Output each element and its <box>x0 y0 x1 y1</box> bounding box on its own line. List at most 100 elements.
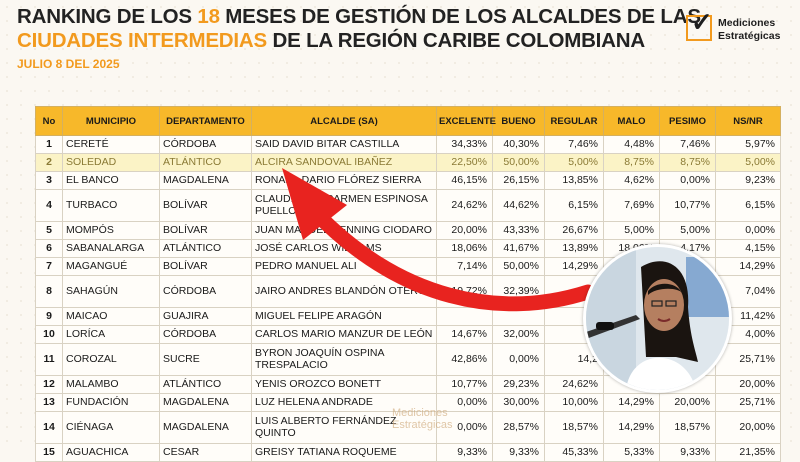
cell-no: 11 <box>35 343 63 376</box>
cell-b: 44,62% <box>492 189 545 222</box>
table-row: 15 AGUACHICA CESAR GREISY TATIANA ROQUEME 9,… <box>35 443 781 462</box>
cell-mun: LORÍCA <box>62 325 160 344</box>
cell-r: 45,33% <box>544 443 604 462</box>
cell-no: 2 <box>35 153 63 172</box>
cell-ns: 5,00% <box>715 153 781 172</box>
cell-no: 13 <box>35 393 63 412</box>
cell-dep: BOLÍVAR <box>159 189 252 222</box>
cell-mun: MOMPÓS <box>62 221 160 240</box>
cell-b: 40,30% <box>492 135 545 154</box>
cell-alc: CARLOS MARIO MANZUR DE LEÓN <box>251 325 437 344</box>
cell-alc: JAIRO ANDRES BLANDÓN OTERO <box>251 275 437 308</box>
checkbox-icon <box>686 15 712 41</box>
cell-mun: COROZAL <box>62 343 160 376</box>
cell-no: 10 <box>35 325 63 344</box>
cell-e: 18,06% <box>436 239 493 258</box>
column-header: REGULAR <box>544 106 604 136</box>
watermark: Mediciones Estratégicas <box>392 407 453 431</box>
cell-mun: SOLEDAD <box>62 153 160 172</box>
cell-e: 14,67% <box>436 325 493 344</box>
cell-dep: MAGDALENA <box>159 393 252 412</box>
cell-b: 28,57% <box>492 411 545 444</box>
cell-r: 13,89% <box>544 239 604 258</box>
cell-alc: MIGUEL FELIPE ARAGÓN <box>251 307 437 326</box>
cell-alc: CLAUDIA DEL CARMEN ESPINOSA PUELLO <box>251 189 437 222</box>
cell-m: 4,48% <box>603 135 660 154</box>
cell-alc: RONALD DARIO FLÓREZ SIERRA <box>251 171 437 190</box>
cell-m: 4,62% <box>603 171 660 190</box>
cell-ns: 4,00% <box>715 325 781 344</box>
column-header: BUENO <box>492 106 545 136</box>
cell-e: 42,86% <box>436 343 493 376</box>
column-header: NS/NR <box>715 106 781 136</box>
cell-b: 43,33% <box>492 221 545 240</box>
title-line-1: RANKING DE LOS 18 MESES DE GESTIÓN DE LO… <box>17 5 701 28</box>
cell-e: 0,00% <box>436 411 493 444</box>
cell-p: 0,00% <box>659 171 716 190</box>
cell-ns: 0,00% <box>715 221 781 240</box>
cell-mun: EL BANCO <box>62 171 160 190</box>
cell-p: 20,00% <box>659 393 716 412</box>
cell-ns: 5,97% <box>715 135 781 154</box>
column-header: EXCELENTE <box>436 106 496 136</box>
cell-alc: ALCIRA SANDOVAL IBAÑEZ <box>251 153 437 172</box>
table-row: 5 MOMPÓS BOLÍVAR JUAN MANUEL HENNING CIODAR… <box>35 221 781 240</box>
table-row: 14 CIÉNAGA MAGDALENA LUIS ALBERTO FERNÁNDEZ… <box>35 411 781 444</box>
cell-ns: 6,15% <box>715 189 781 222</box>
cell-b: 50,00% <box>492 257 545 276</box>
cell-no: 12 <box>35 375 63 394</box>
cell-r: 26,67% <box>544 221 604 240</box>
cell-dep: BOLÍVAR <box>159 221 252 240</box>
cell-e: 20,00% <box>436 221 493 240</box>
cell-b: 9,33% <box>492 443 545 462</box>
cell-r: 7,46% <box>544 135 604 154</box>
cell-dep: SUCRE <box>159 343 252 376</box>
cell-p: 8,75% <box>659 153 716 172</box>
cell-dep: ATLÁNTICO <box>159 375 252 394</box>
cell-r: 18,57% <box>544 411 604 444</box>
table-row: 2 SOLEDAD ATLÁNTICO ALCIRA SANDOVAL IBAÑEZ 2… <box>35 153 781 172</box>
header: RANKING DE LOS 18 MESES DE GESTIÓN DE LO… <box>17 5 701 71</box>
cell-dep: CÓRDOBA <box>159 325 252 344</box>
cell-dep: CÓRDOBA <box>159 275 252 308</box>
cell-ns: 9,23% <box>715 171 781 190</box>
cell-p: 9,33% <box>659 443 716 462</box>
cell-alc: LUIS ALBERTO FERNÁNDEZ QUINTO <box>251 411 437 444</box>
cell-dep: BOLÍVAR <box>159 257 252 276</box>
cell-m: 14,29% <box>603 411 660 444</box>
cell-r: 14,29% <box>544 257 604 276</box>
cell-m: 7,69% <box>603 189 660 222</box>
cell-no: 1 <box>35 135 63 154</box>
column-header: PESIMO <box>659 106 716 136</box>
cell-alc: YENIS OROZCO BONETT <box>251 375 437 394</box>
cell-e: 7,14% <box>436 257 493 276</box>
cell-e: 19,72% <box>436 275 493 308</box>
cell-b: 41,67% <box>492 239 545 258</box>
cell-no: 6 <box>35 239 63 258</box>
table-row: 4 TURBACO BOLÍVAR CLAUDIA DEL CARMEN ESPINO… <box>35 189 781 222</box>
cell-alc: JUAN MANUEL HENNING CIODARO <box>251 221 437 240</box>
cell-ns: 20,00% <box>715 411 781 444</box>
table-row: 3 EL BANCO MAGDALENA RONALD DARIO FLÓREZ SI… <box>35 171 781 190</box>
cell-b: 26,15% <box>492 171 545 190</box>
cell-mun: MAGANGUÉ <box>62 257 160 276</box>
mayor-photo <box>583 244 732 393</box>
cell-b: 30,00% <box>492 393 545 412</box>
cell-e: 46,15% <box>436 171 493 190</box>
cell-mun: FUNDACIÓN <box>62 393 160 412</box>
cell-b: 32,00% <box>492 325 545 344</box>
cell-no: 3 <box>35 171 63 190</box>
cell-r: 6,15% <box>544 189 604 222</box>
column-header: DEPARTAMENTO <box>159 106 252 136</box>
logo-line-2: Estratégicas <box>718 30 781 42</box>
cell-mun: CERETÉ <box>62 135 160 154</box>
cell-b: 32,39% <box>492 275 545 308</box>
cell-alc: JOSÉ CARLOS WILLIAMS <box>251 239 437 258</box>
cell-e: 24,62% <box>436 189 493 222</box>
cell-mun: SABANALARGA <box>62 239 160 258</box>
cell-dep: MAGDALENA <box>159 171 252 190</box>
cell-ns: 25,71% <box>715 343 781 376</box>
cell-mun: CIÉNAGA <box>62 411 160 444</box>
cell-mun: TURBACO <box>62 189 160 222</box>
cell-m: 8,75% <box>603 153 660 172</box>
